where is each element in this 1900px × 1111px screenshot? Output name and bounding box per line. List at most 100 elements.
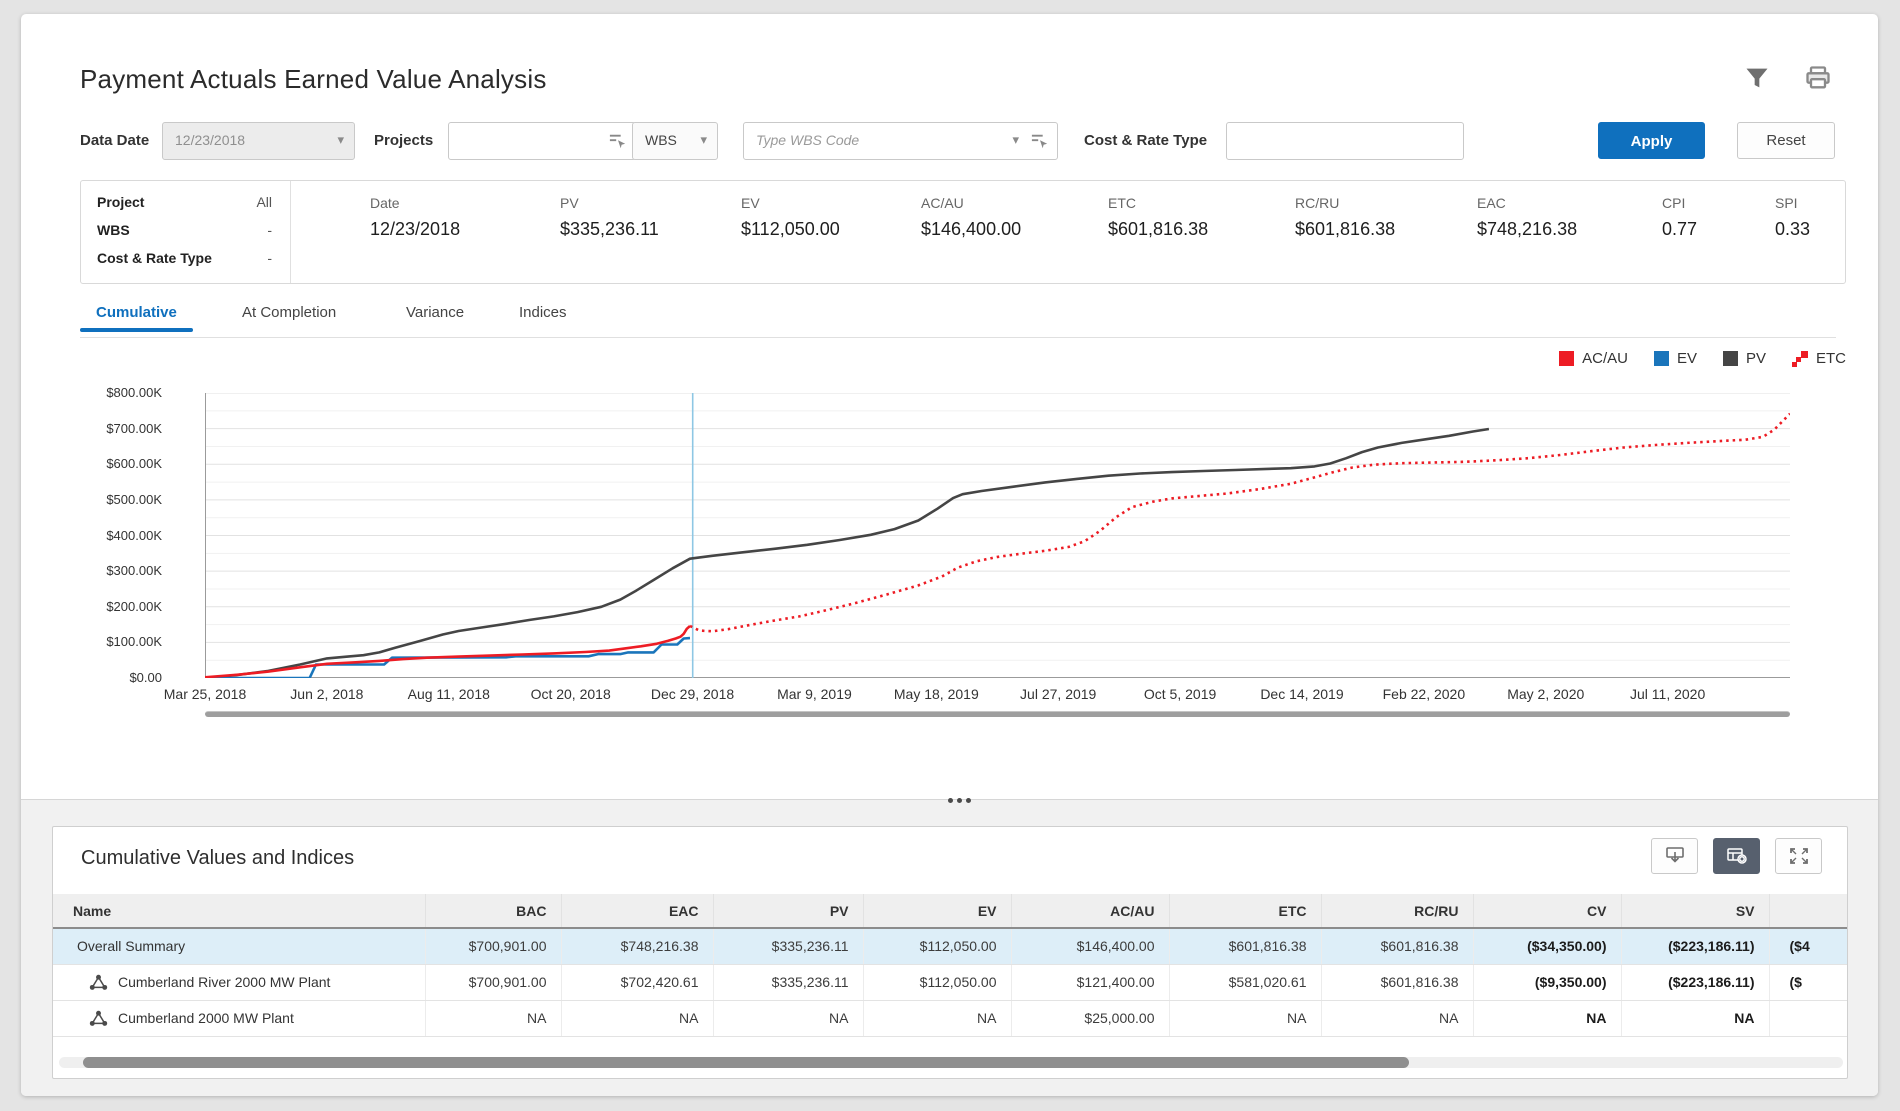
- tab-cumulative[interactable]: Cumulative: [80, 304, 193, 332]
- x-tick-label: May 2, 2020: [1507, 686, 1585, 702]
- x-tick-label: Oct 5, 2019: [1143, 686, 1217, 702]
- table-hscroll-thumb[interactable]: [83, 1057, 1409, 1068]
- apply-button[interactable]: Apply: [1598, 122, 1705, 159]
- print-icon[interactable]: [1804, 64, 1832, 92]
- column-header-sv[interactable]: SV: [1621, 894, 1770, 929]
- tab-variance[interactable]: Variance: [404, 304, 466, 321]
- page-title: Payment Actuals Earned Value Analysis: [80, 64, 547, 94]
- data-date-value: 12/23/2018: [175, 132, 246, 148]
- legend-item-ev[interactable]: EV: [1653, 350, 1697, 367]
- evm-chart: [205, 393, 1790, 678]
- column-header-etc[interactable]: ETC: [1169, 894, 1322, 929]
- legend-item-etc[interactable]: ETC: [1792, 350, 1846, 367]
- tab-label: Indices: [519, 304, 567, 321]
- cell-rc-ru: $601,816.38: [1321, 964, 1474, 1001]
- expand-button[interactable]: [1775, 838, 1822, 874]
- metric-label: Date: [370, 195, 400, 211]
- column-header-rc-ru[interactable]: RC/RU: [1321, 894, 1474, 929]
- legend-swatch: [1559, 351, 1575, 366]
- table-hscroll-track[interactable]: [59, 1057, 1843, 1068]
- cell-cv: ($9,350.00): [1473, 964, 1622, 1001]
- cell-eac: $702,420.61: [561, 964, 714, 1001]
- legend-item-ac-au[interactable]: AC/AU: [1559, 350, 1628, 367]
- column-header-ev[interactable]: EV: [863, 894, 1012, 929]
- reset-button[interactable]: Reset: [1737, 122, 1835, 159]
- tab-indices[interactable]: Indices: [517, 304, 569, 321]
- table-row[interactable]: Cumberland River 2000 MW Plant $700,901.0…: [53, 964, 1847, 1001]
- cell-clipped: ($4: [1769, 928, 1847, 965]
- column-header-ac-au[interactable]: AC/AU: [1011, 894, 1170, 929]
- y-tick-label: $800.00K: [106, 385, 162, 400]
- summary-scope-label: WBS: [97, 222, 130, 238]
- values-table: Name BAC EAC PV EV AC/AU ETC RC/RU CV SV Overall S…: [53, 894, 1847, 1037]
- x-tick-label: Jun 2, 2018: [290, 686, 364, 702]
- summary-scope-label: Cost & Rate Type: [97, 250, 212, 266]
- column-header-clipped[interactable]: [1769, 894, 1847, 929]
- splitter-handle[interactable]: [942, 794, 976, 806]
- series-pv: [205, 427, 1490, 678]
- series-ev: [205, 636, 691, 678]
- summary-strip: Project All WBS - Cost & Rate Type - Date 12/2…: [80, 180, 1846, 284]
- table-row[interactable]: Cumberland 2000 MW Plant NA NA NA NA $25,000.…: [53, 1000, 1847, 1037]
- y-tick-label: $300.00K: [106, 563, 162, 579]
- table-row[interactable]: Overall Summary $700,901.00 $748,216.38 $33…: [53, 928, 1847, 965]
- wbs-code-placeholder: Type WBS Code: [756, 132, 860, 148]
- cell-etc: $601,816.38: [1169, 928, 1322, 965]
- column-header-name[interactable]: Name: [53, 894, 426, 929]
- summary-scope-value: All: [256, 194, 272, 210]
- projects-input[interactable]: [448, 122, 636, 160]
- column-header-eac[interactable]: EAC: [561, 894, 714, 929]
- cell-cv: ($34,350.00): [1473, 928, 1622, 965]
- data-date-label: Data Date: [80, 132, 150, 149]
- cell-eac: $748,216.38: [561, 928, 714, 965]
- cell-sv: ($223,186.11): [1621, 964, 1770, 1001]
- grid-view-button[interactable]: [1713, 838, 1760, 874]
- panel-title: Cumulative Values and Indices: [81, 847, 355, 869]
- column-header-bac[interactable]: BAC: [425, 894, 562, 929]
- metric-value: $748,216.38: [1477, 219, 1578, 239]
- tab-at-completion[interactable]: At Completion: [240, 304, 338, 321]
- wbs-dropdown-button[interactable]: WBS ▾: [632, 122, 718, 160]
- metric-value: $601,816.38: [1108, 219, 1209, 239]
- project-icon: [89, 974, 108, 990]
- summary-scope-row: Project All: [97, 194, 272, 214]
- column-header-cv[interactable]: CV: [1473, 894, 1622, 929]
- cost-rate-type-input[interactable]: [1226, 122, 1464, 160]
- summary-scope-row: WBS -: [97, 222, 272, 242]
- y-tick-label: $700.00K: [106, 420, 162, 436]
- chevron-down-icon: ▾: [700, 132, 707, 147]
- cell-eac: NA: [561, 1000, 714, 1037]
- row-name-cell: Cumberland River 2000 MW Plant: [53, 964, 426, 1001]
- chart-view-button[interactable]: [1651, 838, 1698, 874]
- legend-swatch: [1653, 351, 1669, 366]
- cumulative-values-panel: Cumulative Values and Indices Name BAC EAC…: [52, 826, 1848, 1079]
- wbs-button-label: WBS: [645, 132, 677, 148]
- x-tick-label: Aug 11, 2018: [407, 686, 490, 702]
- chart-time-scrollbar[interactable]: [205, 711, 1790, 717]
- column-header-pv[interactable]: PV: [713, 894, 864, 929]
- cell-rc-ru: NA: [1321, 1000, 1474, 1037]
- x-tick-label: Dec 14, 2019: [1260, 686, 1344, 702]
- picker-icon[interactable]: [609, 133, 627, 149]
- legend-label: ETC: [1816, 350, 1846, 367]
- data-date-select[interactable]: 12/23/2018 ▾: [162, 122, 355, 160]
- wbs-code-combobox[interactable]: Type WBS Code ▾: [743, 122, 1058, 160]
- active-tab-underline: [80, 328, 193, 332]
- tab-bar: Cumulative At Completion Variance Indices: [80, 298, 1836, 338]
- cell-rc-ru: $601,816.38: [1321, 928, 1474, 965]
- chevron-down-icon: ▾: [337, 132, 344, 147]
- cell-pv: NA: [713, 1000, 864, 1037]
- filter-icon[interactable]: [1743, 64, 1771, 92]
- project-icon: [89, 1010, 108, 1026]
- legend-label: EV: [1676, 350, 1697, 367]
- table-header-row: Name BAC EAC PV EV AC/AU ETC RC/RU CV SV: [53, 894, 1847, 929]
- metric-value: $601,816.38: [1295, 219, 1396, 239]
- cell-pv: $335,236.11: [713, 964, 864, 1001]
- picker-icon[interactable]: [1031, 133, 1049, 149]
- tab-label: Variance: [406, 304, 465, 321]
- metric-label: SPI: [1775, 195, 1798, 211]
- etc-legend-swatch: [1792, 350, 1808, 367]
- y-tick-label: $400.00K: [106, 527, 162, 543]
- chevron-down-icon[interactable]: ▾: [1012, 132, 1019, 147]
- legend-item-pv[interactable]: PV: [1722, 350, 1766, 367]
